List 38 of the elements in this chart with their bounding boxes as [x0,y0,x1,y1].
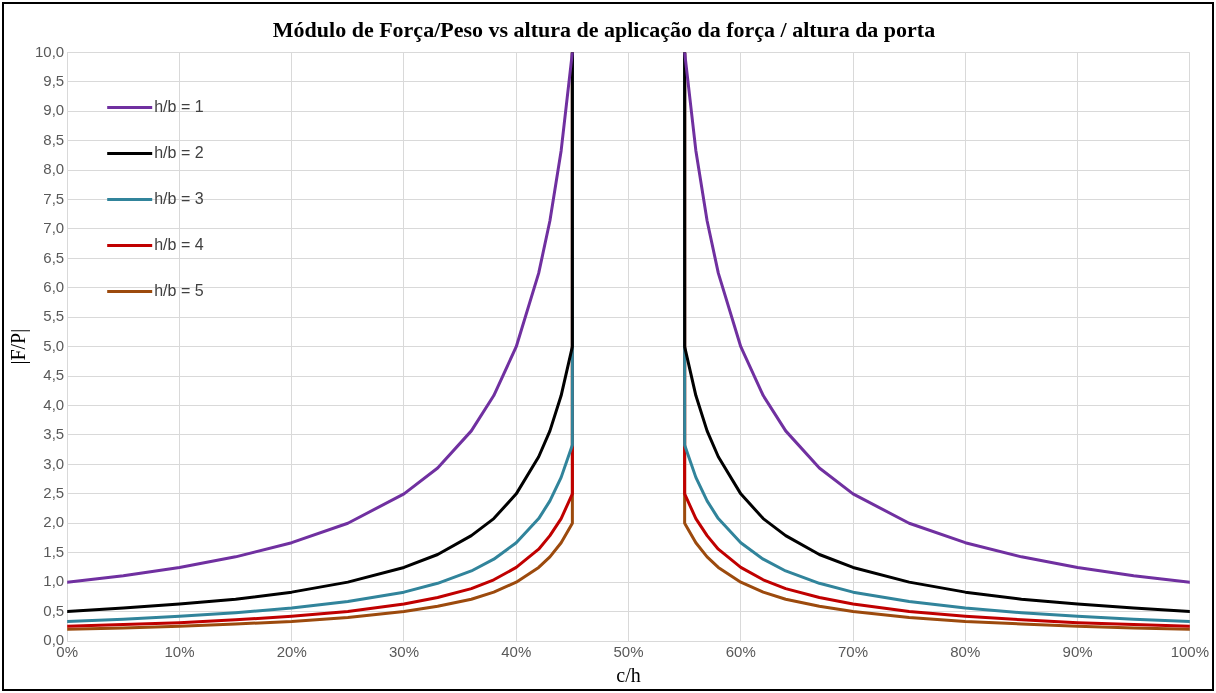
y-tick-label: 0,5 [43,601,65,619]
x-tick-label: 100% [1170,643,1210,661]
x-tick-label: 70% [838,643,869,661]
y-tick-label: 1,0 [43,572,65,590]
y-tick-label: 2,0 [43,513,65,531]
y-tick-label: 8,5 [43,130,65,148]
x-tick-label: 80% [950,643,981,661]
chart-title: Módulo de Força/Peso vs altura de aplicação da força / altura da porta [272,16,936,42]
x-tick-label: 50% [613,643,644,661]
y-tick-label: 9,5 [43,71,65,89]
y-tick-label: 3,0 [43,454,65,472]
legend-label: h/b = 3 [154,189,204,207]
y-tick-label: 6,5 [43,248,65,266]
x-tick-label: 10% [164,643,195,661]
x-axis-title: c/h [616,664,641,687]
y-tick-label: 4,5 [43,366,65,384]
x-tick-label: 40% [501,643,532,661]
y-axis-title: |F/P| [7,328,31,365]
x-tick-label: 60% [725,643,756,661]
y-tick-label: 9,0 [43,101,65,119]
y-tick-label: 8,0 [43,160,65,178]
legend-label: h/b = 5 [154,281,204,299]
y-tick-label: 2,5 [43,483,65,501]
y-tick-label: 4,0 [43,395,65,413]
legend-label: h/b = 1 [154,97,204,115]
y-tick-label: 7,0 [43,219,65,237]
y-tick-label: 1,5 [43,542,65,560]
y-tick-label: 10,0 [34,42,65,60]
legend-label: h/b = 2 [154,143,204,161]
y-tick-label: 7,5 [43,189,65,207]
x-tick-label: 90% [1062,643,1093,661]
legend-label: h/b = 4 [154,235,204,253]
x-tick-label: 20% [276,643,307,661]
y-tick-label: 5,5 [43,307,65,325]
y-tick-label: 6,0 [43,277,65,295]
y-tick-label: 5,0 [43,336,65,354]
x-tick-label: 30% [388,643,419,661]
y-tick-label: 3,5 [43,425,65,443]
